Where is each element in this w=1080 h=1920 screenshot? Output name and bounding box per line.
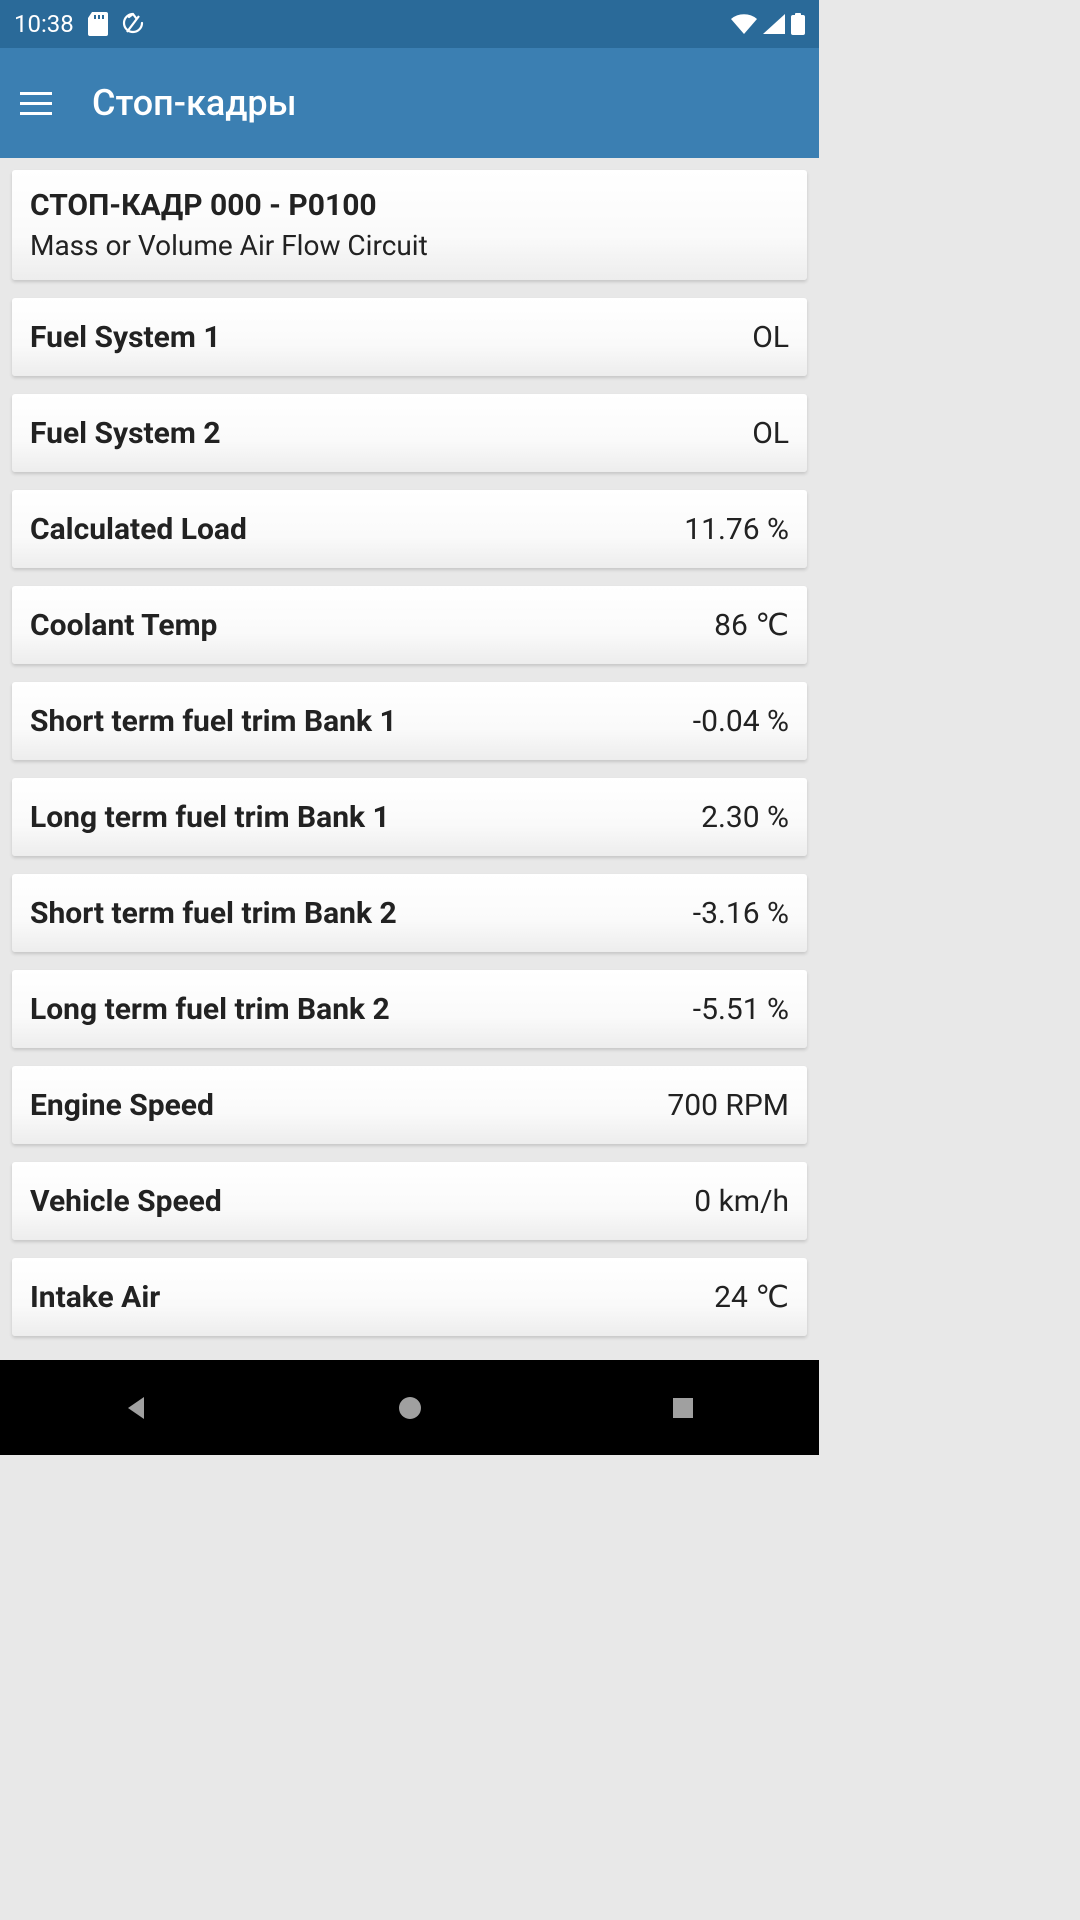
- param-row[interactable]: Long term fuel trim Bank 2 -5.51 %: [12, 970, 807, 1048]
- status-bar: 10:38: [0, 0, 819, 48]
- param-label: Vehicle Speed: [30, 1184, 222, 1219]
- menu-icon[interactable]: [20, 82, 52, 125]
- freeze-frame-desc: Mass or Volume Air Flow Circuit: [30, 229, 428, 262]
- content-scroll[interactable]: СТОП-КАДР 000 - P0100 Mass or Volume Air…: [0, 158, 819, 1360]
- param-row[interactable]: Fuel System 2 OL: [12, 394, 807, 472]
- param-label: Long term fuel trim Bank 2: [30, 992, 390, 1027]
- param-label: Intake Air: [30, 1280, 160, 1315]
- param-value: 0 km/h: [694, 1184, 789, 1219]
- sd-card-icon: [88, 12, 108, 36]
- param-value: -5.51 %: [693, 992, 789, 1027]
- param-value: 24 ℃: [714, 1280, 789, 1315]
- param-row[interactable]: Coolant Temp 86 ℃: [12, 586, 807, 664]
- param-label: Fuel System 2: [30, 416, 221, 451]
- param-row[interactable]: Fuel System 1 OL: [12, 298, 807, 376]
- home-button[interactable]: [380, 1378, 440, 1438]
- status-left: 10:38: [14, 10, 144, 38]
- back-button[interactable]: [107, 1378, 167, 1438]
- param-value: 86 ℃: [714, 608, 789, 643]
- status-right: [731, 13, 805, 35]
- param-label: Long term fuel trim Bank 1: [30, 800, 390, 835]
- sync-icon: [122, 12, 144, 36]
- param-value: 2.30 %: [701, 800, 789, 835]
- param-label: Short term fuel trim Bank 2: [30, 896, 397, 931]
- param-value: OL: [752, 320, 789, 355]
- param-row[interactable]: Short term fuel trim Bank 1 -0.04 %: [12, 682, 807, 760]
- param-row[interactable]: Calculated Load 11.76 %: [12, 490, 807, 568]
- recent-button[interactable]: [653, 1378, 713, 1438]
- param-label: Engine Speed: [30, 1088, 214, 1123]
- param-row[interactable]: Short term fuel trim Bank 2 -3.16 %: [12, 874, 807, 952]
- param-row[interactable]: Vehicle Speed 0 km/h: [12, 1162, 807, 1240]
- param-value: -3.16 %: [693, 896, 789, 931]
- param-label: Coolant Temp: [30, 608, 217, 643]
- freeze-frame-title: СТОП-КАДР 000 - P0100: [30, 188, 377, 223]
- param-list: Fuel System 1 OL Fuel System 2 OL Calculated…: [12, 298, 807, 1336]
- page-title: Стоп-кадры: [92, 82, 297, 124]
- battery-icon: [791, 13, 805, 35]
- system-nav-bar: [0, 1360, 819, 1455]
- app-bar: Стоп-кадры: [0, 48, 819, 158]
- signal-icon: [763, 14, 785, 34]
- status-time: 10:38: [14, 10, 74, 38]
- param-label: Calculated Load: [30, 512, 247, 547]
- param-label: Short term fuel trim Bank 1: [30, 704, 397, 739]
- param-value: 11.76 %: [684, 512, 789, 547]
- param-label: Fuel System 1: [30, 320, 221, 355]
- wifi-icon: [731, 14, 757, 34]
- param-row[interactable]: Engine Speed 700 RPM: [12, 1066, 807, 1144]
- param-value: -0.04 %: [693, 704, 789, 739]
- param-row[interactable]: Long term fuel trim Bank 1 2.30 %: [12, 778, 807, 856]
- param-value: OL: [752, 416, 789, 451]
- param-value: 700 RPM: [667, 1088, 789, 1123]
- freeze-frame-header-card[interactable]: СТОП-КАДР 000 - P0100 Mass or Volume Air…: [12, 170, 807, 280]
- param-row[interactable]: Intake Air 24 ℃: [12, 1258, 807, 1336]
